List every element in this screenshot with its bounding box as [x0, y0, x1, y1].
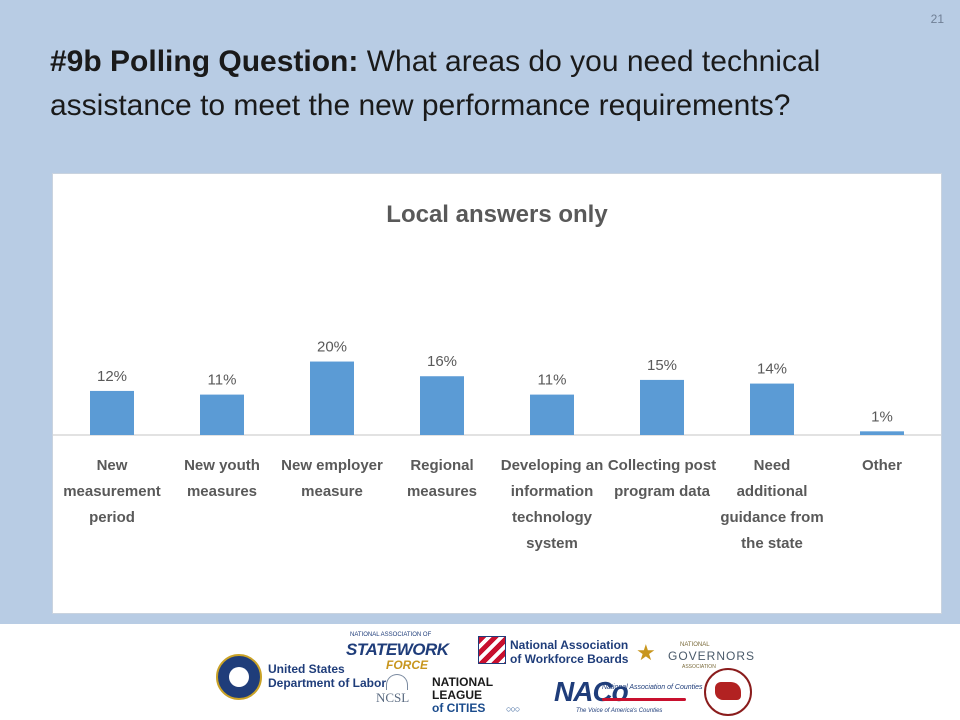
category-label: additional [737, 483, 808, 500]
chart-panel: Local answers only 12% New measurement perio… [52, 173, 942, 614]
category-label: Collecting post [608, 457, 716, 474]
naco-main-text: NACo [554, 676, 629, 707]
naco-logo: NACo National Association of Counties Th… [554, 674, 704, 718]
nga-logo: ★ NATIONAL GOVERNORS ASSOCIATION [636, 636, 754, 672]
naco-tagline: The Voice of America's Counties [576, 708, 663, 714]
nga-sub-text: ASSOCIATION [682, 664, 716, 670]
dol-logo-text: United States Department of Labor [268, 662, 386, 690]
category-label: system [526, 535, 578, 552]
slide-title-label: #9b Polling Question: [50, 45, 359, 78]
category-label: program data [614, 483, 711, 500]
nccsc-seal-icon [704, 668, 752, 716]
data-label: 15% [647, 357, 677, 374]
nawb-logo-text: National Association of Workforce Boards [510, 638, 628, 666]
bar [750, 383, 794, 435]
category-label: measurement [63, 483, 161, 500]
category-label: Need [754, 457, 791, 474]
bar [640, 379, 684, 435]
nlc-line-1: NATIONAL [432, 675, 494, 689]
category-label: Other [862, 457, 902, 474]
nasw-small-text: NATIONAL ASSOCIATION OF [350, 632, 432, 638]
bar-chart: Local answers only 12% New measurement perio… [53, 201, 941, 552]
category-label: guidance from [720, 509, 823, 526]
nlc-line-3: of CITIES [432, 701, 486, 715]
category-label: Developing an [501, 457, 604, 474]
category-label: New employer [281, 457, 383, 474]
nawb-line-1: National Association [510, 638, 629, 652]
nlc-rings-icon: ○○○ [506, 704, 520, 714]
category-label: period [89, 509, 135, 526]
data-label: 14% [757, 361, 787, 378]
data-label: 11% [208, 372, 237, 389]
nasw-main-text: STATEWORK [346, 640, 449, 659]
category-label: measures [187, 483, 257, 500]
data-label: 20% [317, 339, 347, 356]
naco-sub-text: National Association of Counties [602, 684, 703, 691]
nawb-flag-icon [478, 636, 506, 664]
data-label: 16% [427, 353, 457, 370]
category-label: New [97, 457, 128, 474]
capitol-dome-icon [386, 674, 408, 690]
nasw-logo: NATIONAL ASSOCIATION OF STATEWORK FORCE [344, 632, 464, 672]
nlc-logo: NATIONAL LEAGUE of CITIES ○○○ [432, 676, 542, 720]
category-label: the state [741, 535, 803, 552]
bar [420, 376, 464, 435]
nga-main-text: GOVERNORS [668, 649, 756, 663]
category-label: Regional [410, 457, 473, 474]
nlc-line-2: LEAGUE [432, 688, 483, 702]
bar [860, 431, 904, 435]
chart-title: Local answers only [386, 201, 608, 228]
bar [310, 361, 354, 435]
data-label: 1% [871, 408, 893, 425]
data-label: 12% [97, 368, 127, 385]
data-label: 11% [538, 372, 567, 389]
category-label: measures [407, 483, 477, 500]
nasw-sub-text: FORCE [386, 658, 428, 672]
slide-title-question: What areas do you need technical assista… [50, 45, 821, 122]
slide-number: 21 [930, 12, 944, 26]
dol-line-1: United States [268, 662, 345, 676]
category-label: information [511, 483, 594, 500]
dol-seal-icon [216, 654, 262, 700]
nga-small-text: NATIONAL [680, 642, 710, 648]
dol-line-2: Department of Labor [268, 676, 387, 690]
nawb-line-2: of Workforce Boards [510, 652, 629, 666]
bar [90, 390, 134, 435]
ncsl-logo: NCSL [372, 674, 426, 718]
category-label: technology [512, 509, 593, 526]
sponsor-logo-footer: United States Department of Labor NATION… [0, 624, 960, 720]
nga-star-icon: ★ [636, 640, 656, 665]
category-label: measure [301, 483, 363, 500]
bar [200, 394, 244, 435]
naco-swoosh-icon [602, 698, 686, 701]
ncsl-text: NCSL [376, 690, 410, 705]
category-label: New youth [184, 457, 260, 474]
slide-title: #9b Polling Question: What areas do you … [50, 40, 910, 128]
nlc-text: NATIONAL LEAGUE of CITIES [432, 676, 493, 715]
bar [530, 394, 574, 435]
